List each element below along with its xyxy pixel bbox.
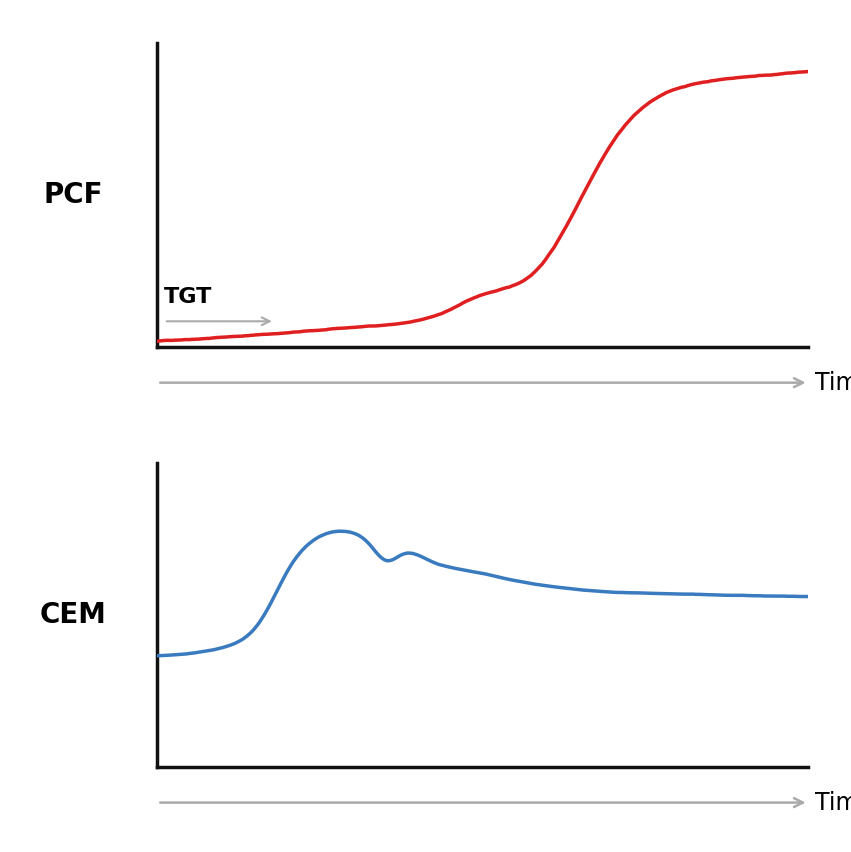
Text: CEM: CEM <box>39 601 106 629</box>
Text: Time: Time <box>815 371 851 394</box>
Text: PCF: PCF <box>43 181 103 209</box>
Text: TGT: TGT <box>164 287 212 307</box>
Text: Time: Time <box>815 791 851 815</box>
